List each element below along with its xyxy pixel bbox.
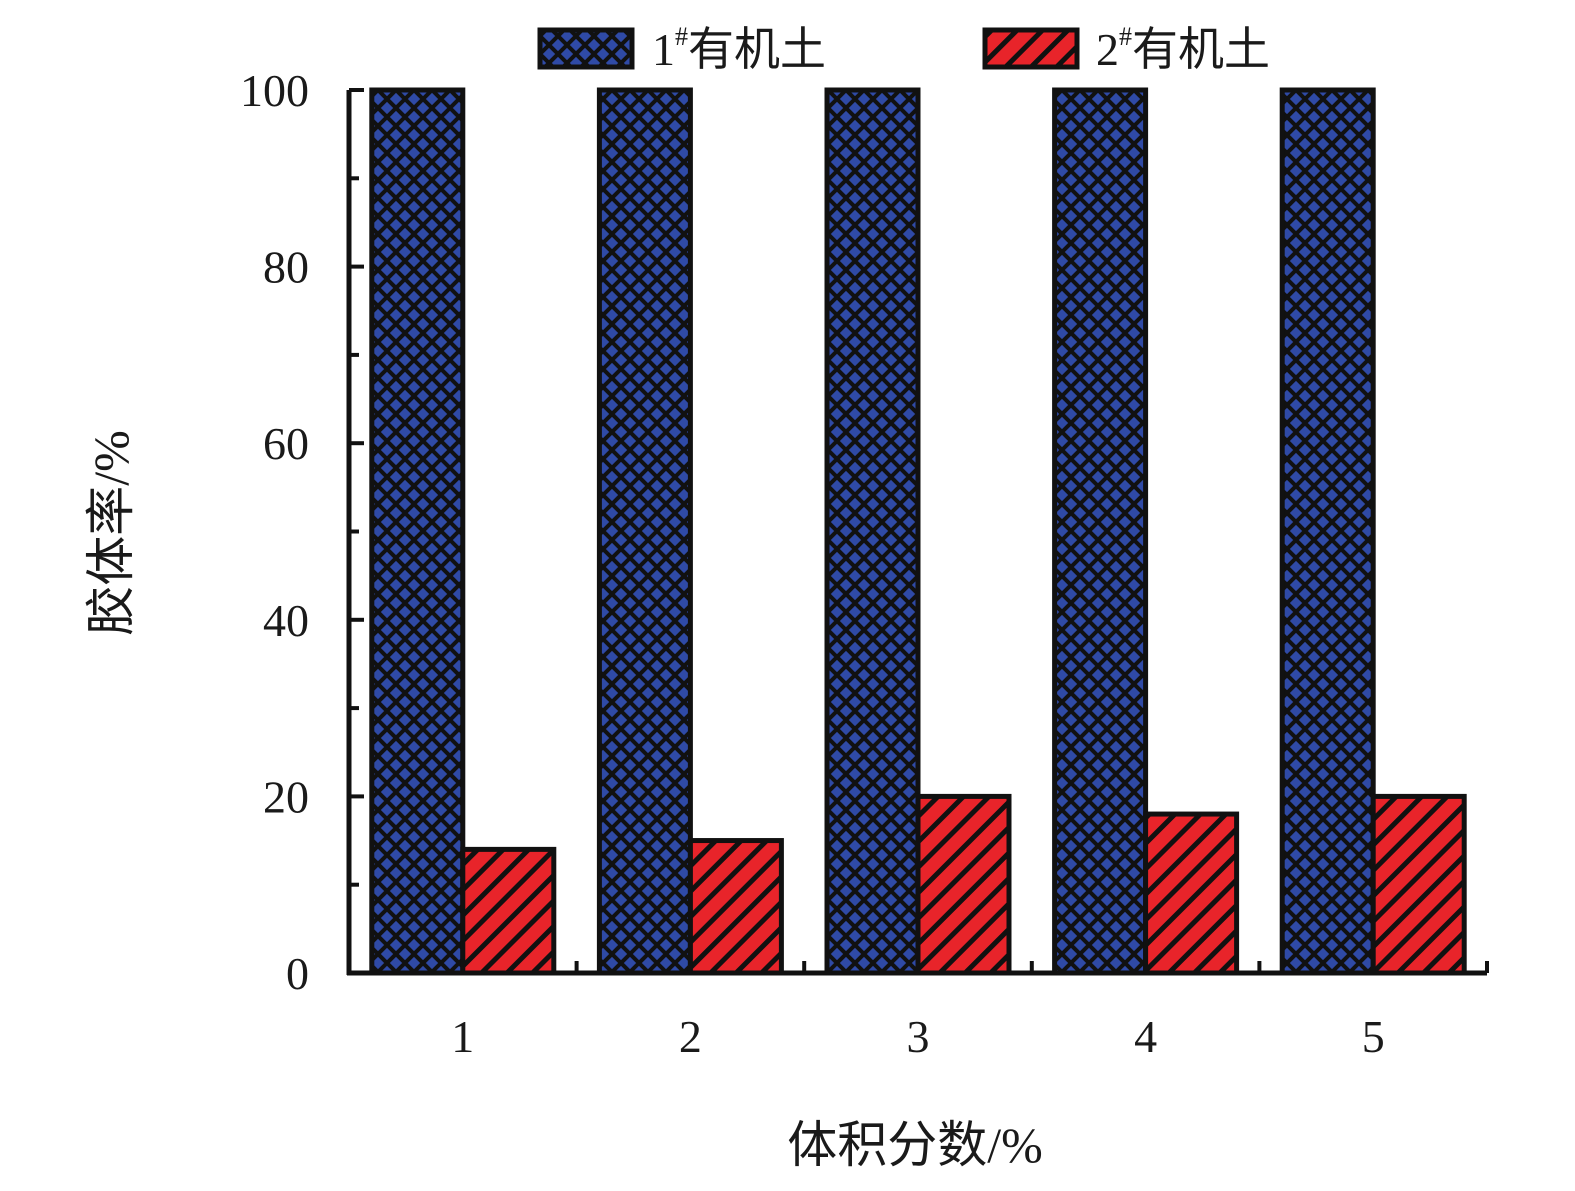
- bar-series-1-cat-3: [824, 87, 921, 976]
- legend-label-series-2-main: 2: [1096, 24, 1119, 75]
- bar-series-1-cat-5: [1279, 87, 1376, 976]
- y-tick-label: 60: [263, 418, 309, 469]
- bar-series-2-cat-5: [1370, 793, 1467, 976]
- axes-group: 1 2 3 4 5 0 20 40 60 80 100: [240, 65, 1489, 1062]
- y-axis-title: 胶体率/%: [83, 430, 139, 636]
- x-tick-label: 1: [451, 1011, 474, 1062]
- legend-item-series-2: 2#有机土: [982, 22, 1270, 75]
- bars-group: [369, 87, 1467, 976]
- x-tick-label: 2: [679, 1011, 702, 1062]
- x-tick-label: 3: [907, 1011, 930, 1062]
- x-tick-label: 4: [1134, 1011, 1157, 1062]
- bar-series-1-cat-1: [369, 87, 466, 976]
- legend-item-series-1: 1#有机土: [537, 22, 826, 75]
- legend-label-series-2: 2#有机土: [1096, 22, 1270, 75]
- bar-series-1-cat-2: [596, 87, 693, 976]
- legend-swatch-series-1: [537, 27, 635, 70]
- legend-label-series-2-rest: 有机土: [1132, 24, 1270, 75]
- legend-swatch-series-2: [982, 27, 1080, 70]
- x-axis-title: 体积分数/%: [787, 1117, 1043, 1173]
- bar-series-2-cat-3: [915, 793, 1012, 976]
- legend-label-series-1-rest: 有机土: [688, 24, 826, 75]
- y-tick-label: 0: [286, 948, 309, 999]
- bar-series-2-cat-2: [687, 838, 784, 976]
- y-tick-label: 20: [263, 771, 309, 822]
- x-tick-label: 5: [1362, 1011, 1385, 1062]
- y-tick-label: 80: [263, 242, 309, 293]
- legend-label-series-2-sup: #: [1119, 22, 1132, 51]
- y-tick-label: 100: [240, 65, 309, 116]
- bar-series-2-cat-4: [1143, 811, 1240, 976]
- legend-label-series-1: 1#有机土: [652, 22, 826, 75]
- bar-series-1-cat-4: [1052, 87, 1149, 976]
- legend-label-series-1-sup: #: [675, 22, 688, 51]
- legend-label-series-1-main: 1: [652, 24, 675, 75]
- bar-series-2-cat-1: [460, 846, 557, 976]
- y-tick-label: 40: [263, 595, 309, 646]
- legend: 1#有机土 2#有机土: [537, 22, 1270, 75]
